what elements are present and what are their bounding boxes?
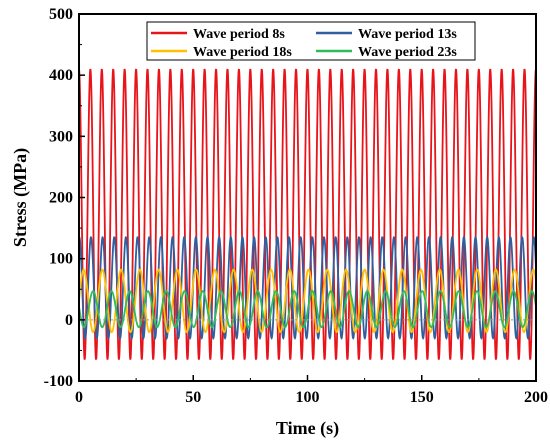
y-tick-label: 100 [49, 251, 73, 268]
y-tick-label: 400 [49, 67, 73, 84]
x-axis-title: Time (s) [276, 418, 339, 439]
legend-label-4: Wave period 23s [358, 45, 457, 60]
series-layer [78, 68, 537, 360]
legend-label-2: Wave period 13s [358, 27, 457, 42]
y-tick-label: 200 [49, 190, 73, 207]
x-tick-label: 0 [75, 389, 83, 406]
legend-label-1: Wave period 8s [193, 27, 285, 42]
series-line-2 [78, 236, 537, 340]
series-line-3 [78, 268, 537, 333]
series-line-4 [78, 290, 537, 329]
y-tick-label: -100 [44, 373, 73, 390]
x-tick-label: 100 [296, 389, 320, 406]
x-tick-label: 200 [524, 389, 548, 406]
y-axis-title: Stress (MPa) [10, 148, 31, 247]
x-tick-label: 150 [410, 389, 434, 406]
legend: Wave period 8s Wave period 13s Wave period… [146, 21, 476, 61]
y-tick-label: 500 [49, 6, 73, 23]
y-tick-label: 0 [65, 312, 73, 329]
x-tick-label: 50 [185, 389, 201, 406]
legend-label-3: Wave period 18s [193, 45, 292, 60]
legend-box [146, 21, 476, 61]
y-tick-label: 300 [49, 128, 73, 145]
